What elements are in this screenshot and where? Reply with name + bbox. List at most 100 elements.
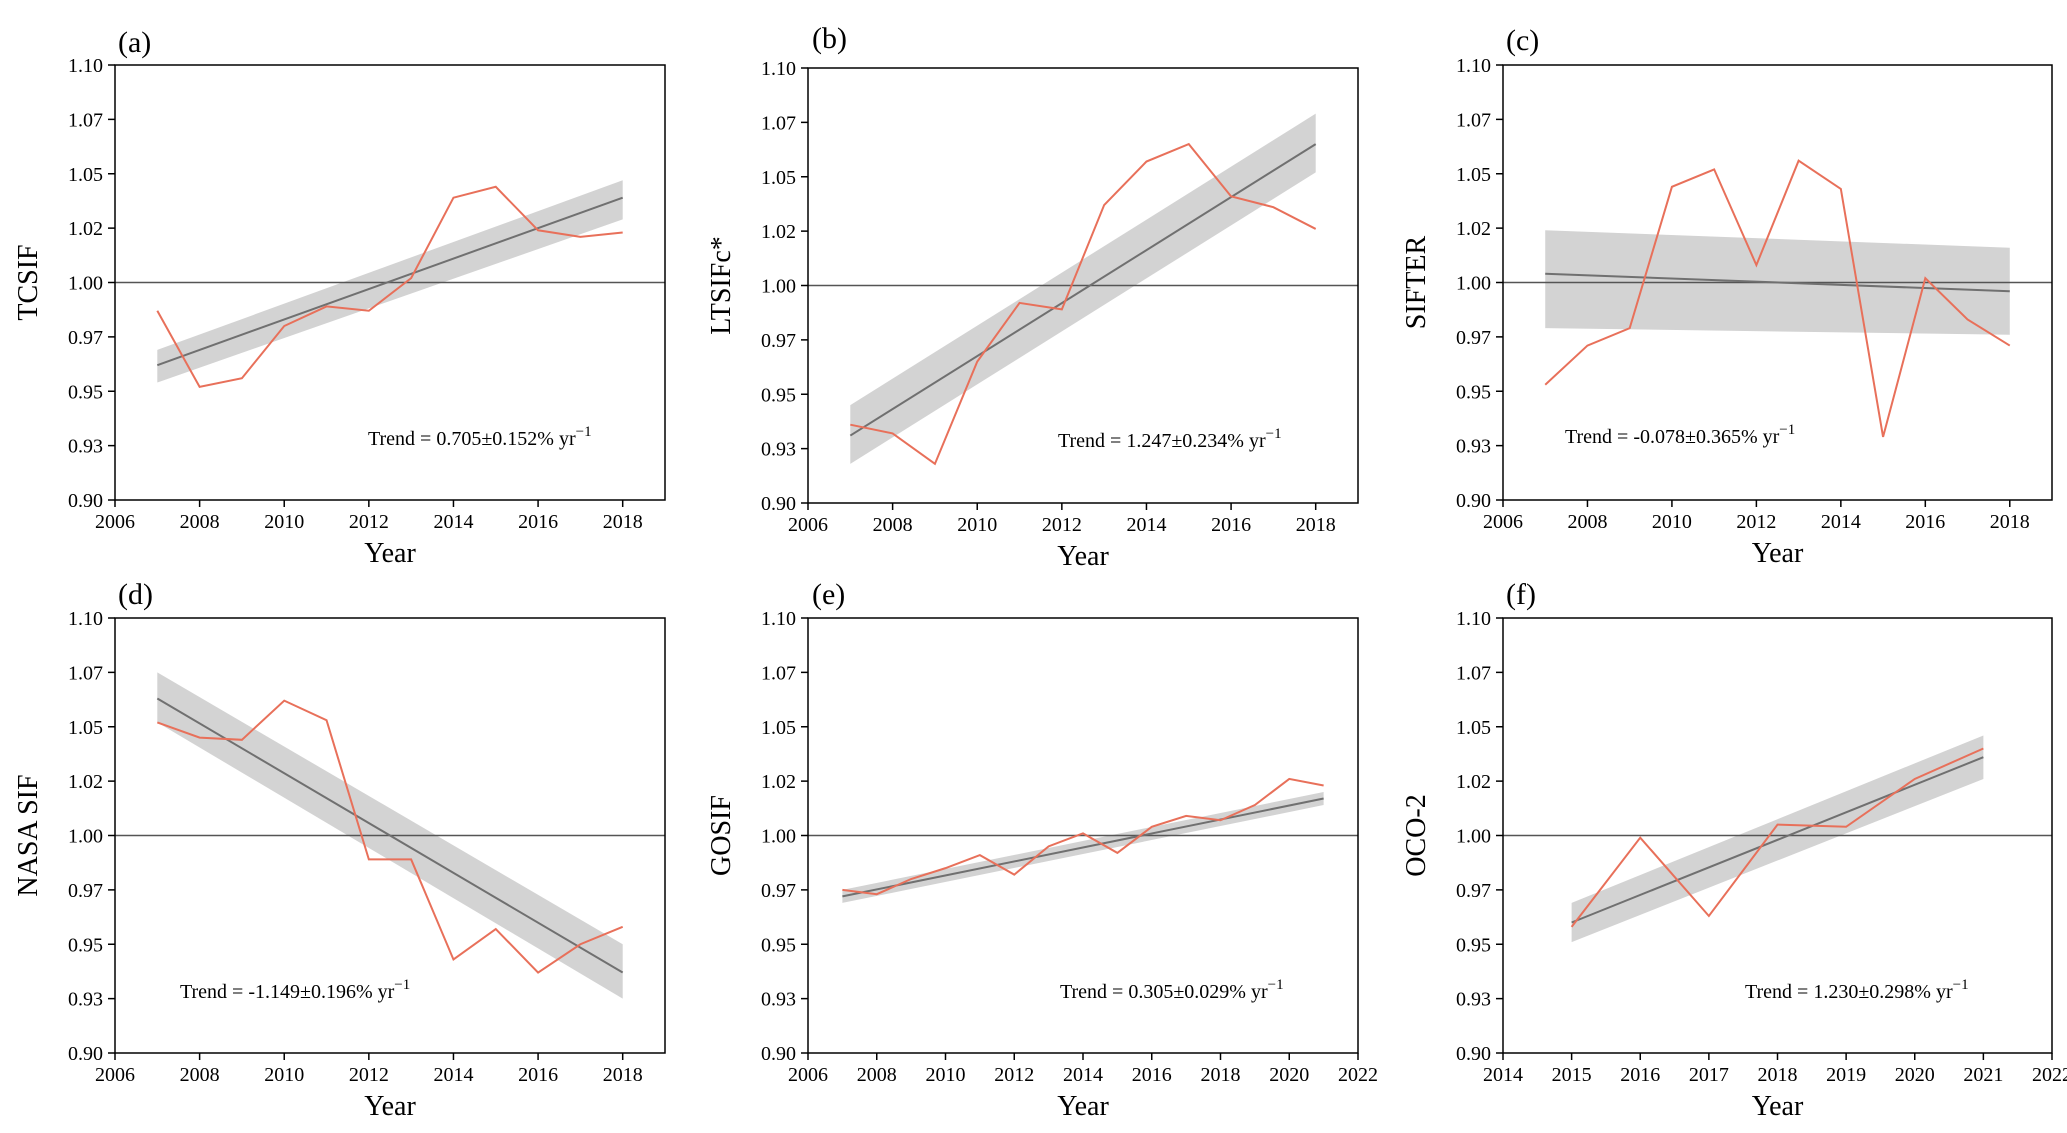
observed-series-line (850, 142, 1317, 466)
x-tick-label: 2018 (1296, 514, 1336, 536)
y-tick-label: 0.90 (761, 1043, 796, 1065)
x-tick-label: 2010 (264, 511, 304, 533)
x-tick-label: 2016 (1620, 1064, 1660, 1086)
x-tick-label: 2014 (433, 1064, 473, 1086)
x-tick-label: 2008 (180, 1064, 220, 1086)
y-tick-label: 1.07 (761, 112, 796, 134)
x-tick-label: 2018 (1758, 1064, 1798, 1086)
y-tick-label: 1.07 (68, 109, 103, 131)
chart-panel-d: 2006 2008 2010 2012 2014 2016 2018 0.90 0.93 0.95… (13, 578, 666, 1122)
x-tick-label: 2008 (180, 511, 220, 533)
trend-exponent: −1 (576, 424, 592, 440)
trend-annotation: Trend = 1.230±0.298% yr−1 (1745, 977, 1969, 1003)
y-axis-title: LTSIFc* (706, 236, 737, 335)
trend-annotation: Trend = -1.149±0.196% yr−1 (180, 977, 410, 1003)
chart-panel-f: 2014 2015 2016 2017 2018 2019 2020 2021 2022 0.90… (1401, 578, 2067, 1122)
y-tick-label: 0.95 (68, 934, 103, 956)
y-tick-label: 1.05 (68, 164, 103, 186)
x-tick-label: 2017 (1689, 1064, 1729, 1086)
x-tick-label: 2016 (518, 511, 558, 533)
x-tick-label: 2014 (1063, 1064, 1103, 1086)
y-axis-title: OCO-2 (1401, 794, 1432, 876)
y-tick-label: 1.10 (1456, 55, 1491, 77)
x-tick-label: 2010 (1652, 511, 1692, 533)
x-tick-label: 2016 (1132, 1064, 1172, 1086)
x-tick-label: 2018 (1201, 1064, 1241, 1086)
x-tick-label: 2016 (1905, 511, 1945, 533)
x-tick-label: 2008 (1567, 511, 1607, 533)
x-tick-label: 2010 (957, 514, 997, 536)
y-tick-label: 1.07 (761, 662, 796, 684)
x-tick-label: 2022 (1338, 1064, 1378, 1086)
x-tick-label: 2014 (1126, 514, 1166, 536)
y-tick-label: 0.95 (68, 381, 103, 403)
x-tick-label: 2018 (603, 511, 643, 533)
y-tick-label: 1.02 (68, 771, 103, 793)
x-tick-label: 2016 (518, 1064, 558, 1086)
x-tick-label: 2012 (349, 511, 389, 533)
trend-exponent: −1 (1266, 426, 1282, 442)
y-tick-label: 1.05 (761, 717, 796, 739)
x-tick-label: 2008 (873, 514, 913, 536)
x-tick-label: 2012 (1736, 511, 1776, 533)
y-tick-label: 0.90 (1456, 1043, 1491, 1065)
trend-line (156, 697, 624, 974)
x-tick-label: 2015 (1552, 1064, 1592, 1086)
y-tick-label: 0.90 (68, 490, 103, 512)
y-tick-label: 1.10 (68, 608, 103, 630)
trend-exponent: −1 (1953, 977, 1969, 993)
y-tick-label: 1.00 (761, 826, 796, 848)
y-tick-label: 0.95 (761, 934, 796, 956)
panel-label: (e) (812, 578, 845, 611)
y-axis-title: TCSIF (13, 244, 44, 320)
y-tick-label: 0.97 (761, 880, 796, 902)
panel-label: (d) (118, 578, 153, 611)
x-axis-title: Year (1752, 538, 1804, 569)
trend-exponent: −1 (1268, 977, 1284, 993)
y-axis-title: GOSIF (706, 795, 737, 876)
y-tick-label: 1.02 (68, 218, 103, 240)
observed-series-line (1570, 747, 1984, 928)
chart-panel-b: 2006 2008 2010 2012 2014 2016 2018 0.90 0.93 0.95… (706, 22, 1359, 572)
x-tick-label: 2020 (1269, 1064, 1309, 1086)
trend-line (1545, 272, 2010, 293)
y-tick-label: 0.97 (1456, 327, 1491, 349)
x-axis-title: Year (1752, 1091, 1804, 1122)
y-tick-label: 1.10 (761, 608, 796, 630)
y-tick-label: 1.00 (761, 276, 796, 298)
y-tick-label: 0.95 (1456, 381, 1491, 403)
y-tick-label: 0.90 (68, 1043, 103, 1065)
panel-label: (c) (1506, 24, 1539, 57)
y-tick-label: 1.05 (1456, 164, 1491, 186)
observed-series-line (842, 777, 1324, 896)
y-tick-label: 1.00 (1456, 273, 1491, 295)
y-tick-label: 1.07 (68, 662, 103, 684)
y-tick-label: 1.05 (761, 167, 796, 189)
y-tick-label: 0.90 (761, 493, 796, 515)
x-tick-label: 2020 (1895, 1064, 1935, 1086)
x-tick-label: 2012 (1042, 514, 1082, 536)
y-tick-label: 1.02 (761, 771, 796, 793)
x-tick-label: 2006 (95, 1064, 135, 1086)
x-tick-label: 2019 (1826, 1064, 1866, 1086)
x-tick-label: 2012 (349, 1064, 389, 1086)
confidence-band (1571, 735, 1984, 943)
trend-exponent: −1 (1779, 422, 1795, 438)
y-tick-label: 1.02 (761, 221, 796, 243)
y-tick-label: 0.97 (761, 330, 796, 352)
x-tick-label: 2010 (926, 1064, 966, 1086)
x-tick-label: 2014 (1483, 1064, 1523, 1086)
y-tick-label: 0.97 (1456, 880, 1491, 902)
trend-exponent: −1 (394, 977, 410, 993)
y-tick-label: 1.10 (1456, 608, 1491, 630)
x-tick-label: 2012 (994, 1064, 1034, 1086)
x-axis-title: Year (364, 538, 416, 569)
panel-label: (f) (1506, 578, 1536, 611)
y-axis-title: SIFTER (1401, 236, 1432, 330)
x-tick-label: 2018 (603, 1064, 643, 1086)
trend-annotation: Trend = -0.078±0.365% yr−1 (1565, 422, 1795, 448)
trend-line (842, 797, 1324, 898)
chart-panel-e: 2006 2008 2010 2012 2014 2016 2018 2020 2022 0.90… (706, 578, 1378, 1122)
trend-annotation: Trend = 1.247±0.234% yr−1 (1058, 426, 1282, 452)
trend-line (849, 143, 1317, 437)
